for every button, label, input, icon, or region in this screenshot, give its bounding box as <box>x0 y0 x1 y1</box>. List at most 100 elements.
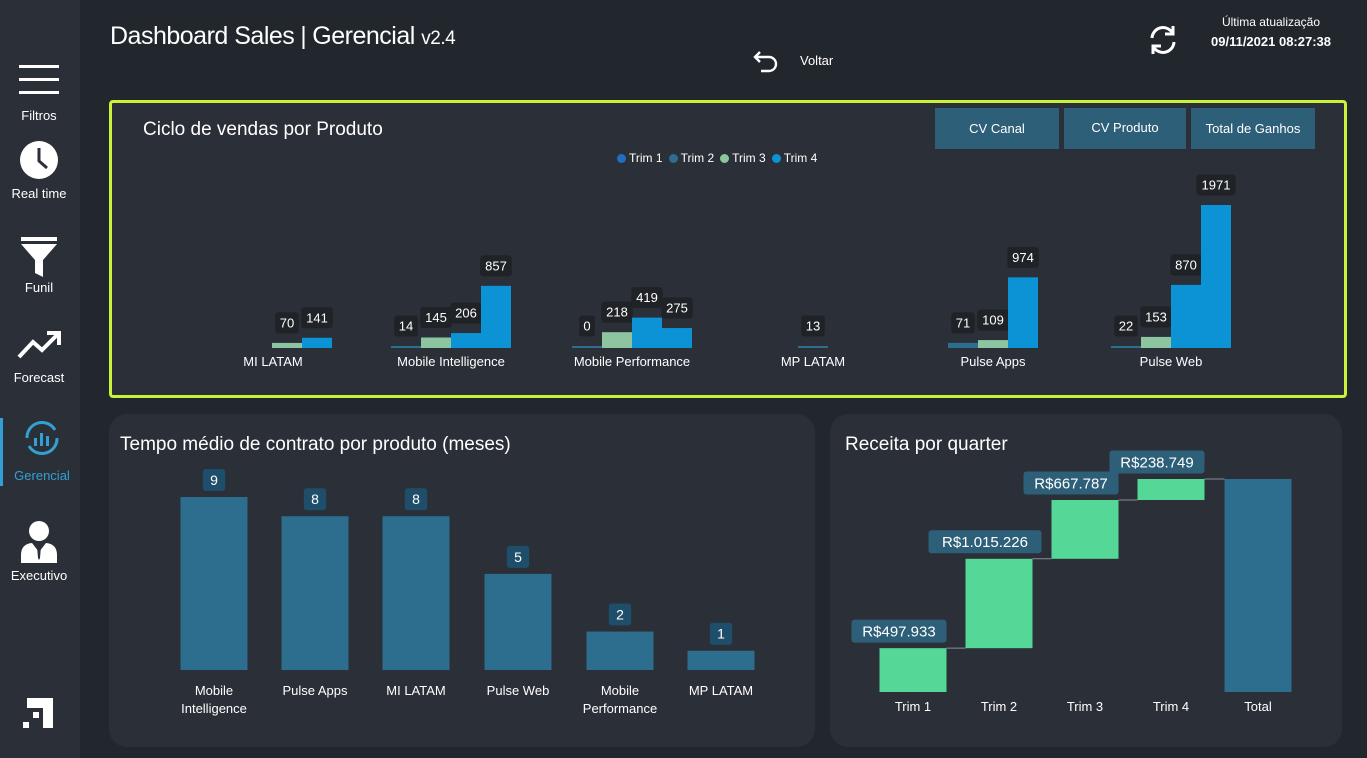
undo-icon <box>753 51 778 73</box>
contract-time-category-label: Performance <box>583 701 657 716</box>
contract-time-data-label-bg <box>608 603 632 626</box>
revenue-category-label: Trim 1 <box>895 699 931 714</box>
sidebar: Filtros Real time Funil Forecast Gerenci… <box>0 0 80 758</box>
revenue-data-label-bg <box>1023 471 1119 495</box>
revenue-bar <box>965 558 1033 649</box>
revenue-total-bar <box>1224 479 1292 692</box>
sales-cycle-data-label-bg <box>951 312 975 334</box>
revenue-data-label: R$497.933 <box>851 619 947 643</box>
sales-cycle-bar <box>978 340 1008 348</box>
contract-time-data-label: 8 <box>303 488 327 511</box>
last-update: Última atualização 09/11/2021 08:27:38 <box>1211 15 1331 49</box>
contract-time-category-label: Mobile <box>601 683 639 698</box>
sales-cycle-data-label-text: 974 <box>1012 250 1034 265</box>
sales-cycle-category-label: Mobile Intelligence <box>397 354 505 369</box>
chart-legend: Trim 1 Trim 2 Trim 3 Trim 4 <box>617 151 817 165</box>
sales-cycle-chart: 70 141 MI LATAM 14 145 206 857 Mobile Intellige… <box>243 174 1236 369</box>
sales-cycle-data-label-text: 206 <box>455 306 477 321</box>
contract-time-chart: 9 Mobile Intelligence 8 Pulse Apps 8 MI LATAM 5… <box>180 469 755 716</box>
revenue-data-label: R$238.749 <box>1109 450 1205 474</box>
sales-cycle-data-label-bg <box>301 307 333 329</box>
contract-time-category-label: Intelligence <box>181 701 247 716</box>
sales-cycle-data-label-text: 153 <box>1145 309 1167 324</box>
contract-time-data-label: 5 <box>506 545 530 568</box>
sales-cycle-bar <box>798 346 828 348</box>
sidebar-item-filtros[interactable]: Filtros <box>0 62 78 123</box>
sidebar-item-executivo[interactable]: Executivo <box>0 520 78 583</box>
sales-cycle-bar <box>632 317 662 348</box>
contract-time-data-label-text: 1 <box>717 626 725 642</box>
sales-cycle-data-label-text: 22 <box>1119 319 1133 334</box>
sidebar-item-real-time[interactable]: Real time <box>0 140 78 201</box>
legend-item-trim4: Trim 4 <box>771 151 817 165</box>
revenue-category-label: Trim 3 <box>1067 699 1103 714</box>
sales-cycle-category-label: Pulse Apps <box>960 354 1026 369</box>
contract-time-category-label: Mobile <box>195 683 233 698</box>
contract-time-data-label-bg <box>506 545 530 568</box>
sales-cycle-data-label-bg <box>579 315 595 337</box>
sidebar-item-funil[interactable]: Funil <box>0 236 78 295</box>
sales-cycle-bar <box>272 342 302 348</box>
cv-canal-button[interactable]: CV Canal <box>935 108 1059 149</box>
sales-cycle-data-label-bg <box>275 312 299 334</box>
sales-cycle-category-label: Mobile Performance <box>574 354 690 369</box>
sales-cycle-data-label: 0 <box>579 315 595 337</box>
sales-cycle-bar <box>948 342 978 348</box>
sales-cycle-data-label-bg <box>801 315 825 337</box>
revenue-data-label-bg <box>928 530 1042 554</box>
chart-refresh-icon <box>25 420 59 456</box>
sales-cycle-bar <box>1008 277 1038 348</box>
sidebar-item-label: Gerencial <box>14 468 70 483</box>
clock-icon <box>20 141 58 179</box>
revenue-data-label-bg <box>851 619 947 643</box>
sales-cycle-data-label: 870 <box>1170 254 1202 276</box>
total-ganhos-button[interactable]: Total de Ganhos <box>1191 108 1315 149</box>
sales-cycle-bar <box>451 333 481 348</box>
legend-item-trim1: Trim 1 <box>617 151 663 165</box>
executive-icon <box>21 521 57 563</box>
sales-cycle-data-label: 218 <box>601 301 633 323</box>
sidebar-item-label: Filtros <box>21 108 57 123</box>
sidebar-item-label: Forecast <box>13 370 65 385</box>
sales-cycle-data-label: 857 <box>480 255 512 277</box>
contract-time-category-label: Pulse Apps <box>282 683 348 698</box>
sales-cycle-data-label-bg <box>661 297 693 319</box>
sales-cycle-data-label: 141 <box>301 307 333 329</box>
sales-cycle-data-label: 14 <box>394 315 418 337</box>
sales-cycle-data-label-bg <box>1007 246 1039 268</box>
funnel-icon <box>21 237 57 277</box>
revenue-data-label: R$667.787 <box>1023 471 1119 495</box>
sales-cycle-data-label-bg <box>1140 306 1172 328</box>
refresh-icon[interactable] <box>1146 24 1180 56</box>
sales-cycle-data-label-bg <box>480 255 512 277</box>
contract-time-title: Tempo médio de contrato por produto (mes… <box>120 434 511 455</box>
sales-cycle-data-label: 13 <box>801 315 825 337</box>
contract-time-data-label-text: 2 <box>616 606 624 622</box>
sales-cycle-data-label: 71 <box>951 312 975 334</box>
revenue-bar <box>1051 500 1119 559</box>
sidebar-item-gerencial[interactable]: Gerencial <box>0 418 81 486</box>
sales-cycle-data-label-text: 70 <box>280 315 294 330</box>
sales-cycle-category-label: MP LATAM <box>781 354 845 369</box>
sales-cycle-data-label-bg <box>1170 254 1202 276</box>
back-button[interactable]: Voltar <box>752 46 833 74</box>
revenue-data-label-text: R$497.933 <box>862 623 935 640</box>
version-label: v2.4 <box>421 28 456 49</box>
sidebar-item-forecast[interactable]: Forecast <box>0 330 78 385</box>
contract-time-data-label-text: 8 <box>311 491 319 507</box>
sales-cycle-data-label: 109 <box>977 309 1009 331</box>
sales-cycle-data-label-text: 109 <box>982 313 1004 328</box>
sales-cycle-data-label: 974 <box>1007 246 1039 268</box>
sales-cycle-data-label: 22 <box>1114 315 1138 337</box>
contract-time-data-label-text: 9 <box>210 472 218 488</box>
sales-cycle-data-label: 206 <box>450 302 482 324</box>
sales-cycle-data-label-text: 145 <box>425 310 447 325</box>
sales-cycle-data-label-text: 0 <box>583 319 590 334</box>
sales-cycle-data-label-bg <box>394 315 418 337</box>
contract-time-bar <box>382 516 450 670</box>
contract-time-data-label: 2 <box>608 603 632 626</box>
trend-icon <box>17 331 61 359</box>
cv-produto-button[interactable]: CV Produto <box>1064 108 1186 149</box>
revenue-category-label: Trim 4 <box>1153 699 1189 714</box>
sales-cycle-data-label: 1971 <box>1196 174 1236 196</box>
